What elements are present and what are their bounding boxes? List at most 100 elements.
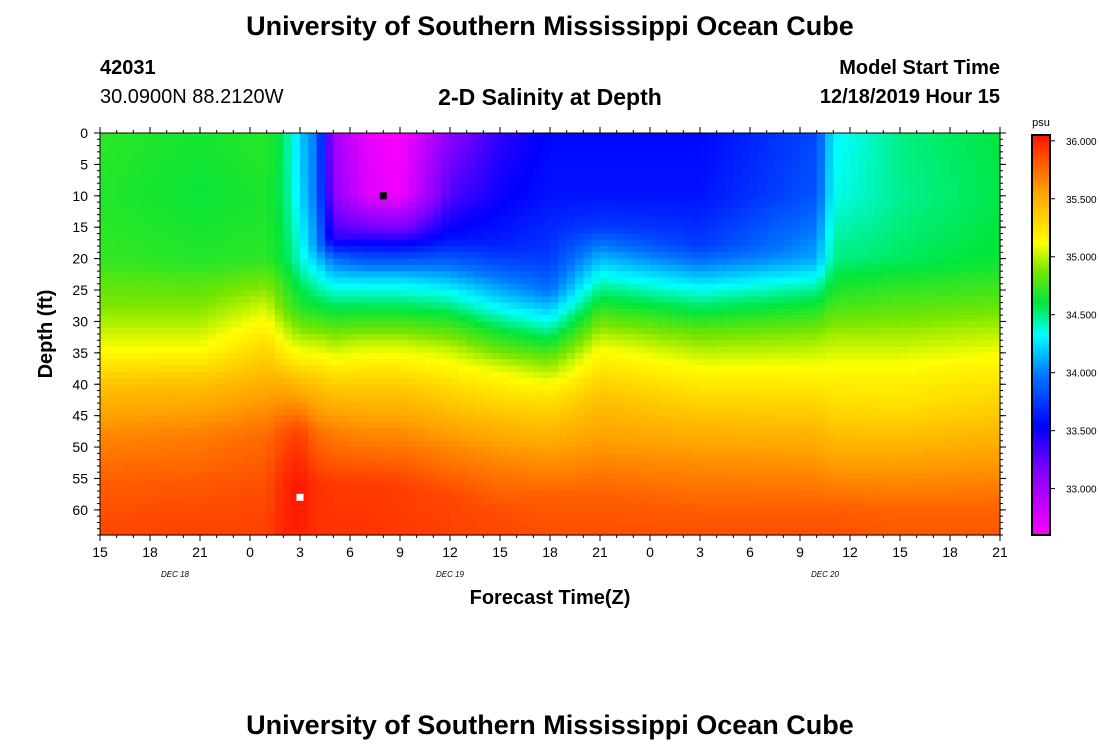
heatmap-cell	[533, 233, 543, 241]
heatmap-cell	[233, 202, 243, 209]
heatmap-cell	[641, 246, 651, 253]
heatmap-cell	[508, 365, 518, 373]
heatmap-cell	[141, 390, 151, 398]
heatmap-cell	[275, 403, 284, 410]
heatmap-cell	[575, 176, 584, 184]
heatmap-cell	[491, 296, 501, 304]
heatmap-cell	[341, 459, 351, 467]
heatmap-cell	[483, 340, 493, 348]
heatmap-cell	[308, 478, 318, 486]
heatmap-cell	[100, 503, 109, 511]
heatmap-cell	[316, 403, 326, 410]
heatmap-cell	[108, 302, 118, 310]
heatmap-cell	[625, 334, 634, 341]
heatmap-cell	[341, 208, 351, 216]
heatmap-cell	[650, 264, 659, 272]
heatmap-cell	[125, 170, 134, 178]
heatmap-cell	[350, 377, 359, 385]
heatmap-cell	[691, 334, 701, 341]
heatmap-cell	[141, 503, 151, 511]
heatmap-cell	[483, 239, 493, 247]
heatmap-cell	[258, 522, 268, 530]
heatmap-cell	[316, 340, 326, 348]
heatmap-cell	[666, 271, 676, 279]
heatmap-cell	[533, 227, 543, 235]
heatmap-cell	[300, 327, 309, 335]
heatmap-cell	[158, 409, 168, 417]
heatmap-cell	[291, 233, 301, 241]
heatmap-cell	[358, 447, 368, 454]
heatmap-cell	[266, 170, 276, 178]
heatmap-cell	[616, 396, 626, 404]
heatmap-cell	[208, 264, 218, 272]
heatmap-cell	[616, 283, 626, 291]
heatmap-cell	[633, 139, 643, 147]
heatmap-cell	[158, 246, 168, 253]
heatmap-cell	[466, 453, 476, 461]
heatmap-cell	[441, 503, 451, 511]
heatmap-cell	[350, 189, 359, 197]
heatmap-cell	[591, 453, 601, 461]
heatmap-cell	[683, 220, 693, 228]
heatmap-cell	[708, 365, 718, 373]
heatmap-cell	[141, 308, 151, 316]
heatmap-cell	[350, 415, 359, 423]
heatmap-cell	[666, 151, 676, 159]
heatmap-cell	[441, 176, 451, 184]
heatmap-cell	[350, 233, 359, 241]
heatmap-cell	[158, 371, 168, 379]
heatmap-cell	[158, 176, 168, 184]
heatmap-cell	[458, 246, 468, 253]
heatmap-cell	[666, 164, 676, 172]
heatmap-cell	[591, 258, 601, 266]
heatmap-cell	[550, 447, 559, 454]
heatmap-cell	[658, 208, 668, 216]
heatmap-cell	[200, 164, 209, 172]
heatmap-cell	[183, 428, 193, 436]
heatmap-cell	[483, 233, 493, 241]
heatmap-cell	[291, 189, 301, 197]
heatmap-cell	[191, 403, 201, 410]
heatmap-cell	[708, 277, 718, 285]
heatmap-cell	[441, 308, 451, 316]
heatmap-cell	[558, 403, 568, 410]
heatmap-cell	[483, 183, 493, 191]
heatmap-cell	[325, 359, 334, 367]
heatmap-cell	[216, 409, 226, 417]
heatmap-cell	[441, 277, 451, 285]
heatmap-cell	[741, 516, 751, 524]
heatmap-cell	[225, 440, 234, 448]
heatmap-cell	[433, 327, 443, 335]
heatmap-cell	[425, 497, 434, 505]
heatmap-cell	[475, 139, 484, 147]
heatmap-cell	[616, 220, 626, 228]
heatmap-cell	[108, 308, 118, 316]
heatmap-cell	[616, 151, 626, 159]
heatmap-cell	[233, 302, 243, 310]
heatmap-cell	[650, 403, 659, 410]
heatmap-cell	[733, 440, 743, 448]
heatmap-cell	[300, 334, 309, 341]
heatmap-cell	[725, 465, 734, 473]
heatmap-cell	[391, 277, 401, 285]
heatmap-cell	[633, 516, 643, 524]
heatmap-cell	[508, 227, 518, 235]
heatmap-cell	[708, 145, 718, 153]
heatmap-cell	[275, 327, 284, 335]
heatmap-cell	[375, 484, 384, 492]
heatmap-cell	[583, 170, 593, 178]
heatmap-cell	[416, 403, 426, 410]
heatmap-cell	[525, 164, 534, 172]
heatmap-cell	[675, 334, 684, 341]
heatmap-cell	[608, 371, 618, 379]
heatmap-cell	[333, 409, 343, 417]
heatmap-cell	[691, 170, 701, 178]
heatmap-cell	[658, 239, 668, 247]
heatmap-cell	[650, 296, 659, 304]
heatmap-cell	[616, 365, 626, 373]
heatmap-cell	[141, 346, 151, 354]
heatmap-cell	[641, 484, 651, 492]
heatmap-cell	[208, 522, 218, 530]
heatmap-cell	[633, 403, 643, 410]
heatmap-cell	[608, 308, 618, 316]
